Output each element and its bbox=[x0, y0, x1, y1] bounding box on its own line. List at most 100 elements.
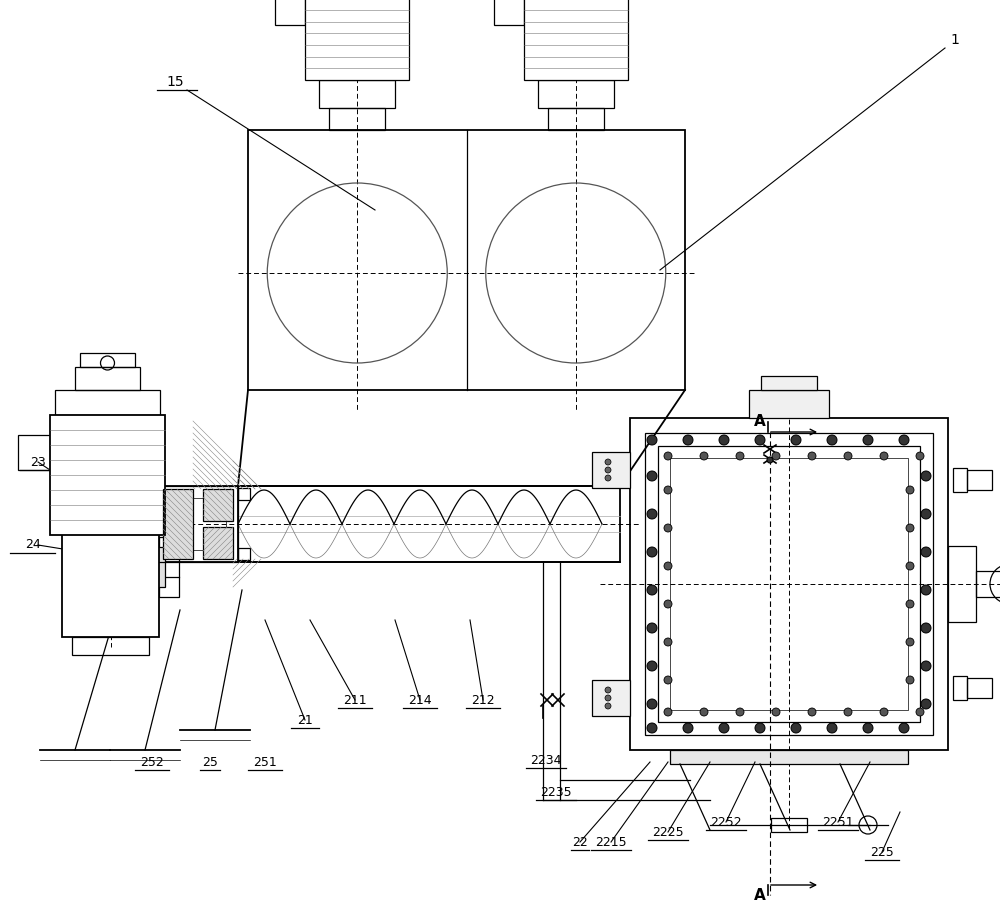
Circle shape bbox=[605, 459, 611, 465]
Circle shape bbox=[605, 687, 611, 693]
Text: A: A bbox=[754, 887, 766, 902]
Bar bbox=[158, 486, 238, 562]
Text: 24: 24 bbox=[25, 538, 41, 551]
Circle shape bbox=[214, 490, 222, 498]
Circle shape bbox=[880, 452, 888, 460]
Bar bbox=[953, 468, 967, 492]
Circle shape bbox=[921, 471, 931, 481]
Text: 2234: 2234 bbox=[530, 753, 562, 767]
Bar bbox=[953, 676, 967, 700]
Circle shape bbox=[791, 723, 801, 733]
Bar bbox=[203, 489, 233, 521]
Circle shape bbox=[880, 708, 888, 716]
Bar bbox=[146, 548, 158, 560]
Bar bbox=[50, 415, 165, 535]
Bar bbox=[658, 446, 920, 722]
Bar bbox=[62, 547, 165, 587]
Circle shape bbox=[791, 435, 801, 445]
Text: 214: 214 bbox=[408, 694, 432, 707]
Bar bbox=[203, 489, 233, 521]
Text: 22: 22 bbox=[572, 835, 588, 848]
Bar bbox=[203, 527, 233, 559]
Bar bbox=[948, 546, 976, 622]
Text: 2235: 2235 bbox=[540, 785, 572, 799]
Circle shape bbox=[664, 452, 672, 460]
Circle shape bbox=[772, 708, 780, 716]
Bar bbox=[967, 678, 992, 698]
Circle shape bbox=[863, 435, 873, 445]
Bar bbox=[967, 470, 992, 490]
Text: 1: 1 bbox=[951, 33, 959, 47]
Bar bbox=[55, 390, 160, 415]
Bar bbox=[305, 0, 409, 80]
Circle shape bbox=[605, 467, 611, 473]
Circle shape bbox=[808, 708, 816, 716]
Text: A: A bbox=[754, 415, 766, 430]
Bar bbox=[645, 433, 933, 735]
Circle shape bbox=[906, 638, 914, 646]
Bar bbox=[80, 353, 135, 367]
Circle shape bbox=[647, 623, 657, 633]
Bar bbox=[203, 527, 233, 559]
Bar bbox=[592, 452, 630, 488]
Bar bbox=[163, 489, 193, 559]
Circle shape bbox=[906, 676, 914, 684]
Text: 225: 225 bbox=[870, 845, 894, 858]
Bar bbox=[524, 0, 628, 80]
Bar bbox=[630, 418, 948, 750]
Circle shape bbox=[647, 471, 657, 481]
Bar bbox=[146, 488, 158, 500]
Circle shape bbox=[827, 435, 837, 445]
Circle shape bbox=[664, 562, 672, 570]
Bar bbox=[771, 818, 807, 832]
Circle shape bbox=[647, 547, 657, 557]
Circle shape bbox=[605, 695, 611, 701]
Text: 251: 251 bbox=[253, 756, 277, 769]
Circle shape bbox=[906, 562, 914, 570]
Circle shape bbox=[808, 452, 816, 460]
Circle shape bbox=[700, 452, 708, 460]
Circle shape bbox=[921, 547, 931, 557]
Circle shape bbox=[736, 708, 744, 716]
Bar bbox=[275, 0, 305, 25]
Bar bbox=[329, 108, 385, 130]
Bar bbox=[670, 750, 908, 764]
Text: 15: 15 bbox=[166, 75, 184, 89]
Circle shape bbox=[921, 623, 931, 633]
Bar bbox=[670, 458, 908, 710]
Text: 2225: 2225 bbox=[652, 825, 684, 838]
Circle shape bbox=[647, 723, 657, 733]
Circle shape bbox=[683, 723, 693, 733]
Bar bbox=[238, 548, 250, 560]
Circle shape bbox=[647, 585, 657, 595]
Text: 2251: 2251 bbox=[822, 815, 854, 828]
Circle shape bbox=[755, 723, 765, 733]
Circle shape bbox=[664, 486, 672, 494]
Circle shape bbox=[664, 676, 672, 684]
Text: 21: 21 bbox=[297, 714, 313, 727]
Circle shape bbox=[683, 435, 693, 445]
Circle shape bbox=[916, 708, 924, 716]
Circle shape bbox=[664, 708, 672, 716]
Circle shape bbox=[174, 490, 182, 498]
Circle shape bbox=[899, 435, 909, 445]
Circle shape bbox=[719, 723, 729, 733]
Bar bbox=[548, 108, 604, 130]
Bar bbox=[976, 571, 1000, 597]
Circle shape bbox=[906, 600, 914, 608]
Circle shape bbox=[767, 457, 773, 463]
Circle shape bbox=[921, 699, 931, 709]
Bar bbox=[319, 80, 395, 108]
Bar bbox=[18, 435, 50, 470]
Circle shape bbox=[605, 703, 611, 709]
Circle shape bbox=[605, 475, 611, 481]
Text: 211: 211 bbox=[343, 694, 367, 707]
Circle shape bbox=[647, 509, 657, 519]
Circle shape bbox=[906, 524, 914, 532]
Bar bbox=[159, 537, 179, 597]
Circle shape bbox=[844, 452, 852, 460]
Circle shape bbox=[899, 723, 909, 733]
Circle shape bbox=[174, 550, 182, 558]
Text: 252: 252 bbox=[140, 756, 164, 769]
Circle shape bbox=[844, 708, 852, 716]
